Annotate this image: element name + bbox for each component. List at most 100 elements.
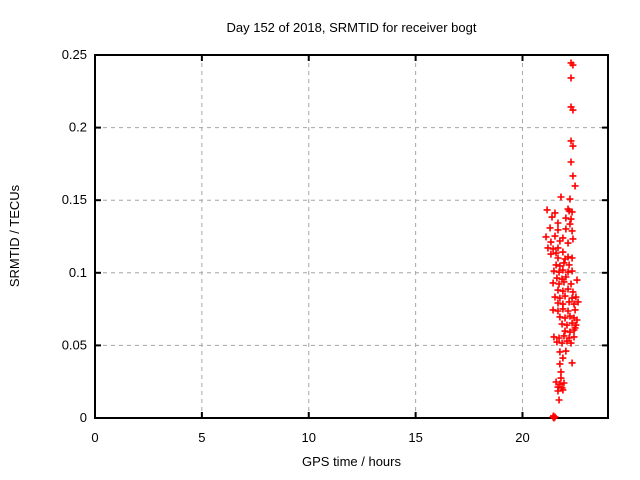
data-point-marker bbox=[567, 339, 575, 347]
data-point-marker bbox=[568, 227, 576, 235]
data-point-marker bbox=[567, 215, 575, 223]
data-point-marker bbox=[573, 316, 581, 324]
data-point-marker bbox=[558, 339, 566, 347]
data-point-marker bbox=[562, 273, 570, 281]
data-point-marker bbox=[567, 158, 575, 166]
data-point-marker bbox=[554, 226, 562, 234]
data-point-marker bbox=[571, 324, 579, 332]
data-point-marker bbox=[559, 266, 567, 274]
data-point-marker bbox=[554, 307, 562, 315]
data-point-marker bbox=[561, 292, 569, 300]
data-point-marker bbox=[556, 262, 564, 270]
data-point-marker bbox=[569, 142, 577, 150]
data-point-marker bbox=[553, 274, 561, 282]
data-point-marker bbox=[556, 237, 564, 245]
data-point-marker bbox=[553, 338, 561, 346]
data-point-marker bbox=[568, 208, 576, 216]
data-point-marker bbox=[557, 193, 565, 201]
data-point-marker bbox=[567, 280, 575, 288]
y-axis-label: SRMTID / TECUs bbox=[7, 184, 22, 288]
y-tick-label: 0.25 bbox=[62, 47, 87, 62]
data-point-marker bbox=[556, 294, 564, 302]
data-point-marker bbox=[572, 293, 580, 301]
y-tick-label: 0.1 bbox=[69, 265, 87, 280]
data-point-marker bbox=[561, 327, 569, 335]
data-point-marker bbox=[560, 259, 568, 267]
data-point-marker bbox=[561, 314, 569, 322]
data-point-marker bbox=[571, 306, 579, 314]
x-tick-label: 15 bbox=[408, 430, 422, 445]
data-point-marker bbox=[552, 249, 560, 257]
data-point-marker bbox=[555, 396, 563, 404]
data-point-marker bbox=[560, 379, 568, 387]
data-point-marker bbox=[563, 337, 571, 345]
data-point-marker bbox=[550, 333, 558, 341]
data-point-marker bbox=[554, 387, 562, 395]
data-point-marker bbox=[548, 213, 556, 221]
data-point-marker bbox=[549, 279, 557, 287]
y-tick-label: 0.05 bbox=[62, 337, 87, 352]
data-point-marker bbox=[566, 220, 574, 228]
data-point-marker bbox=[569, 235, 577, 243]
data-point-marker bbox=[569, 106, 577, 114]
data-point-marker bbox=[550, 267, 558, 275]
data-point-marker bbox=[557, 374, 565, 382]
data-point-marker bbox=[552, 378, 560, 386]
data-point-marker bbox=[554, 244, 562, 252]
data-point-marker bbox=[555, 280, 563, 288]
data-point-marker bbox=[557, 368, 565, 376]
data-point-marker bbox=[571, 182, 579, 190]
data-point-marker bbox=[573, 276, 581, 284]
data-point-marker bbox=[546, 224, 554, 232]
data-point-marker bbox=[552, 261, 560, 269]
data-point-marker bbox=[560, 332, 568, 340]
data-point-marker bbox=[544, 244, 552, 252]
data-point-marker bbox=[551, 413, 559, 421]
data-point-marker bbox=[561, 255, 569, 263]
data-point-marker bbox=[564, 239, 572, 247]
data-point-marker bbox=[555, 334, 563, 342]
data-point-marker bbox=[568, 267, 576, 275]
plot-border bbox=[94, 54, 609, 419]
data-point-marker bbox=[554, 219, 562, 227]
y-tick-label: 0.15 bbox=[62, 192, 87, 207]
data-point-marker bbox=[562, 214, 570, 222]
data-point-marker bbox=[549, 306, 557, 314]
data-point-marker bbox=[564, 285, 572, 293]
y-tick-label: 0.2 bbox=[69, 120, 87, 135]
data-point-marker bbox=[556, 313, 564, 321]
data-point-marker bbox=[568, 319, 576, 327]
x-axis-label: GPS time / hours bbox=[302, 454, 401, 469]
data-point-marker bbox=[566, 312, 574, 320]
data-point-marker bbox=[565, 298, 573, 306]
data-point-marker bbox=[551, 293, 559, 301]
data-point-marker bbox=[559, 354, 567, 362]
data-point-marker bbox=[554, 286, 562, 294]
data-point-marker bbox=[566, 328, 574, 336]
data-point-marker bbox=[569, 172, 577, 180]
data-point-marker bbox=[558, 320, 566, 328]
data-point-marker bbox=[567, 74, 575, 82]
data-point-marker bbox=[556, 360, 564, 368]
data-point-marker bbox=[554, 254, 562, 262]
data-point-marker bbox=[549, 245, 557, 253]
data-point-marker bbox=[547, 238, 555, 246]
data-point-marker bbox=[568, 294, 576, 302]
data-point-marker bbox=[549, 412, 557, 420]
data-point-marker bbox=[559, 386, 567, 394]
data-point-marker bbox=[555, 268, 563, 276]
data-point-marker bbox=[563, 321, 571, 329]
data-point-marker bbox=[543, 206, 551, 214]
x-tick-label: 0 bbox=[91, 430, 98, 445]
data-point-marker bbox=[556, 348, 564, 356]
x-tick-label: 20 bbox=[515, 430, 529, 445]
data-point-marker bbox=[568, 254, 576, 262]
chart-title: Day 152 of 2018, SRMTID for receiver bog… bbox=[226, 20, 477, 35]
data-point-marker bbox=[570, 333, 578, 341]
data-point-marker bbox=[551, 232, 559, 240]
x-tick-label: 10 bbox=[302, 430, 316, 445]
data-point-marker bbox=[568, 359, 576, 367]
data-point-marker bbox=[574, 298, 582, 306]
